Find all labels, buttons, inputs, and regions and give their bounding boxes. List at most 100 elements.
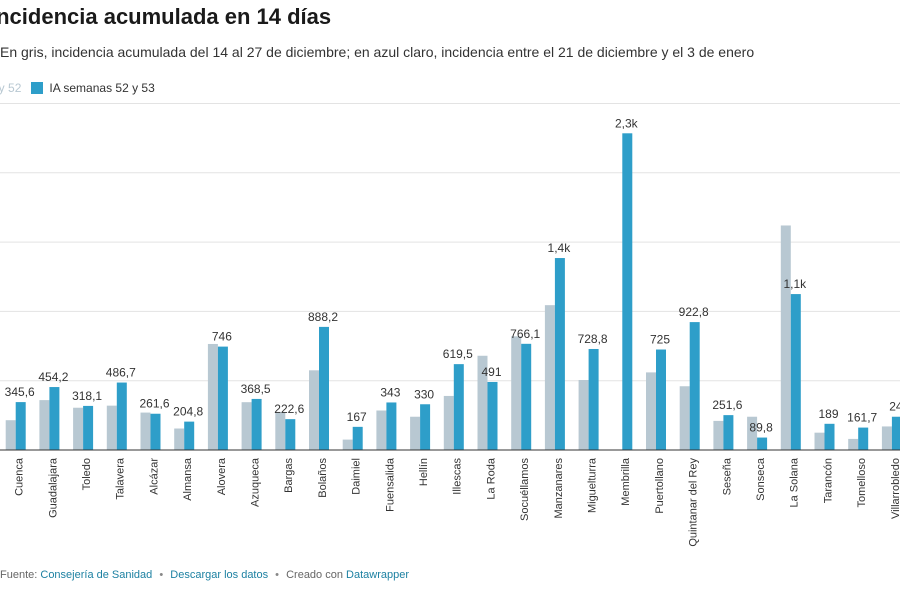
category-label-10: Bolaños	[317, 458, 329, 498]
bar-prev-20	[646, 372, 656, 450]
data-label-5: 261,6	[139, 397, 169, 411]
category-label-18: Miguelturra	[587, 457, 599, 513]
legend-item-prev: 51 y 52	[0, 81, 21, 95]
bar-prev-9	[275, 411, 286, 450]
bar-prev-12	[376, 410, 387, 450]
category-label-5: Alcázar	[148, 458, 160, 495]
legend-label-prev: 51 y 52	[0, 81, 22, 95]
bar-current-27	[891, 416, 900, 450]
category-label-23: Sonseca	[755, 457, 767, 501]
bar-prev-13	[410, 416, 421, 450]
bar-current-19	[622, 133, 633, 450]
bar-prev-25	[814, 432, 825, 450]
data-label-20: 725	[650, 333, 670, 347]
bar-current-25	[824, 423, 835, 450]
bar-current-4	[116, 382, 127, 450]
category-label-17: Manzanares	[553, 458, 565, 519]
data-label-4: 486,7	[106, 366, 136, 380]
bar-prev-4	[106, 405, 117, 450]
category-label-26: Tomelloso	[856, 458, 868, 508]
data-label-22: 251,6	[712, 398, 742, 412]
category-label-9: Bargas	[283, 458, 295, 493]
category-label-13: Hellín	[418, 458, 430, 486]
data-label-26: 161,7	[847, 411, 877, 425]
bar-current-23	[757, 437, 768, 450]
bar-prev-17	[544, 305, 555, 450]
download-data-link[interactable]: Descargar los datos	[170, 569, 269, 581]
bar-prev-24	[780, 225, 791, 450]
bar-prev-1	[5, 420, 16, 450]
bar-prev-14	[443, 395, 454, 450]
category-label-4: Talavera	[115, 457, 127, 499]
bar-current-8	[251, 398, 262, 450]
bar-current-18	[588, 348, 599, 450]
category-label-14: Illescas	[452, 458, 464, 495]
bar-current-14	[453, 364, 464, 450]
data-label-8: 368,5	[241, 382, 271, 396]
data-label-16: 766,1	[510, 327, 540, 341]
created-label: Creado con	[286, 569, 343, 581]
category-label-1: Cuenca	[14, 457, 26, 496]
bar-prev-11	[342, 439, 353, 450]
bar-prev-2	[39, 400, 50, 450]
bar-prev-26	[848, 438, 859, 450]
bar-current-2	[49, 387, 60, 450]
data-label-14: 619,5	[443, 347, 473, 361]
bar-current-11	[352, 426, 363, 450]
bar-prev-16	[511, 336, 522, 450]
category-label-25: Tarancón	[822, 458, 834, 503]
bar-current-12	[386, 402, 397, 450]
category-label-11: Daimiel	[351, 458, 363, 495]
category-label-16: Socuéllamos	[519, 458, 531, 521]
bar-current-26	[858, 427, 869, 450]
legend-label-current: IA semanas 52 y 53	[49, 81, 155, 95]
category-label-27: Villarrobledo	[890, 458, 900, 519]
data-label-9: 222,6	[274, 402, 304, 416]
bar-prev-21	[679, 386, 690, 450]
data-label-3: 318,1	[72, 389, 102, 403]
bar-prev-7	[207, 343, 218, 450]
data-label-6: 204,8	[173, 405, 203, 419]
category-label-3: Toledo	[81, 458, 93, 490]
category-label-6: Almansa	[182, 457, 194, 501]
bar-prev-15	[477, 355, 488, 450]
chart-footer: Fuente: Consejería de Sanidad • Descarga…	[0, 569, 409, 581]
footer-separator: •	[275, 569, 280, 581]
bar-current-7	[217, 346, 228, 450]
chart-legend: 51 y 52 IA semanas 52 y 53	[0, 80, 165, 96]
bar-current-10	[319, 326, 329, 450]
bar-current-6	[184, 421, 195, 450]
legend-item-current: IA semanas 52 y 53	[31, 81, 155, 95]
category-label-12: Fuensalida	[384, 457, 396, 512]
category-label-22: Seseña	[721, 457, 733, 495]
source-label: Fuente:	[0, 569, 38, 581]
bar-current-22	[723, 415, 734, 450]
bar-prev-10	[309, 370, 319, 450]
source-link[interactable]: Consejería de Sanidad	[40, 569, 153, 581]
data-label-27: 24	[889, 400, 900, 414]
data-label-23: 89,8	[749, 421, 773, 435]
bar-prev-5	[140, 412, 151, 450]
bar-current-20	[656, 349, 666, 450]
legend-swatch-current	[31, 82, 44, 94]
bar-prev-3	[73, 407, 84, 450]
datawrapper-link[interactable]: Datawrapper	[346, 569, 410, 581]
data-label-13: 330	[414, 387, 434, 401]
bar-current-16	[521, 343, 532, 450]
bar-current-13	[420, 404, 431, 450]
data-label-12: 343	[380, 385, 400, 399]
bar-prev-22	[713, 420, 724, 450]
data-label-19: 2,3k	[615, 116, 639, 130]
bar-prev-6	[174, 428, 185, 450]
data-label-2: 454,2	[38, 370, 68, 384]
data-label-15: 491	[481, 365, 501, 379]
bar-prev-23	[747, 416, 758, 450]
data-label-24: 1,1k	[783, 277, 807, 291]
chart-title: Incidencia acumulada en 14 días	[0, 4, 332, 29]
data-label-10: 888,2	[308, 310, 338, 324]
category-label-19: Membrilla	[620, 457, 632, 506]
data-label-17: 1,4k	[548, 241, 572, 255]
data-label-7: 746	[212, 330, 232, 344]
category-label-15: La Roda	[485, 457, 497, 499]
category-label-7: Alovera	[216, 457, 228, 495]
